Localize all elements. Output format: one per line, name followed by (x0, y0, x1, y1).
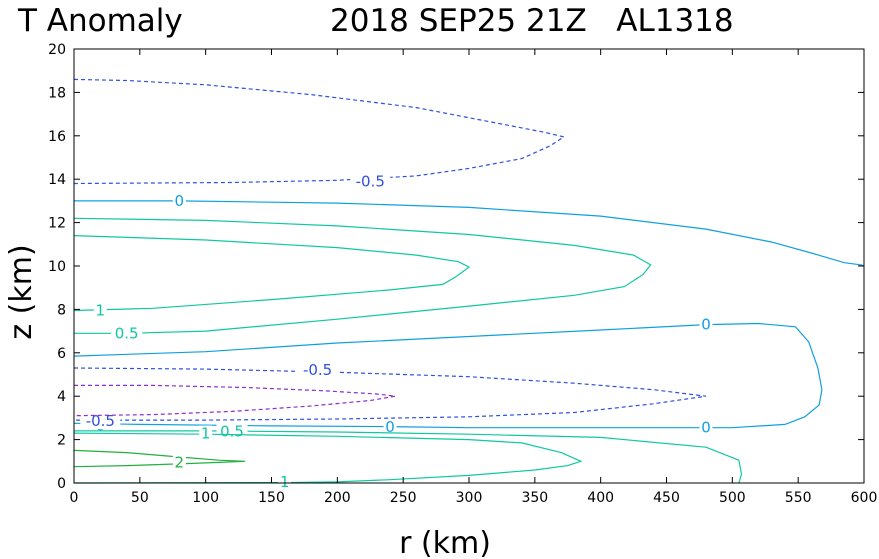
contour-label: 0 (175, 192, 185, 210)
x-tick-label: 350 (521, 490, 548, 506)
y-tick-label: 4 (57, 389, 66, 405)
contour-label: 1 (280, 473, 290, 491)
contour-label: 0 (701, 316, 711, 334)
contour-line (73, 235, 471, 312)
contour-label: -0.5 (303, 361, 332, 379)
contour-label: 1 (96, 301, 106, 319)
x-tick-label: 100 (192, 490, 219, 506)
contour-line (73, 432, 583, 484)
x-tick-label: 150 (258, 490, 285, 506)
contour-label-background (199, 425, 213, 442)
x-tick-label: 600 (851, 490, 878, 506)
y-tick-label: 2 (57, 433, 66, 449)
contour-line (73, 449, 246, 468)
contour-label: 2 (175, 453, 185, 471)
x-tick-label: 0 (70, 490, 79, 506)
contour-label-background (172, 192, 186, 209)
contour-line (73, 78, 566, 185)
contour-line (74, 200, 865, 267)
contour-label-background (699, 316, 713, 333)
contour-line (73, 384, 396, 417)
contour-label-background (297, 362, 338, 379)
contour-label-background (172, 454, 186, 471)
contour-label-background (278, 473, 292, 490)
y-axis-title: z (km) (4, 244, 39, 339)
y-tick-label: 20 (48, 42, 66, 58)
plot-frame (73, 48, 865, 484)
contour-label-background (80, 413, 121, 430)
contour-label-background (216, 423, 248, 440)
x-axis-title: r (km) (399, 526, 491, 559)
contour-label: 0.5 (115, 324, 139, 342)
chart-title-right: 2018 SEP25 21Z AL1318 (330, 3, 734, 39)
contour-label: -0.5 (356, 172, 385, 190)
y-tick-label: 0 (57, 476, 66, 492)
x-tick-label: 450 (653, 490, 680, 506)
x-tick-label: 400 (587, 490, 614, 506)
x-tick-label: 50 (131, 490, 149, 506)
contour-label-background (350, 173, 391, 190)
x-tick-label: 500 (719, 490, 746, 506)
y-tick-label: 8 (57, 302, 66, 318)
contour-line (73, 217, 652, 334)
x-tick-label: 250 (390, 490, 417, 506)
contour-label: 0 (701, 419, 711, 437)
contour-label: 0 (385, 418, 395, 436)
chart-title-left: T Anomaly (17, 3, 183, 39)
x-tick-label: 200 (324, 490, 351, 506)
contour-label-background (699, 419, 713, 436)
contour-line (73, 367, 707, 421)
contour-line (74, 430, 743, 484)
contour-label-background (93, 302, 107, 319)
y-tick-label: 6 (57, 346, 66, 362)
contour-label-background (111, 325, 143, 342)
contour-label: 1 (201, 425, 211, 443)
axis-ticks: 0 50 100 150 200 250 300 350 400 450 500 550 6000246… (48, 42, 877, 506)
y-tick-label: 10 (48, 259, 66, 275)
contour-label-background (383, 419, 397, 436)
y-tick-label: 18 (48, 85, 66, 101)
contour-label: -0.5 (86, 412, 115, 430)
y-tick-label: 14 (48, 172, 66, 188)
contour-label: 0.5 (220, 422, 244, 440)
y-tick-label: 16 (48, 129, 66, 145)
x-tick-label: 550 (785, 490, 812, 506)
y-tick-label: 12 (48, 216, 66, 232)
contour-line (73, 322, 823, 429)
x-tick-label: 300 (456, 490, 483, 506)
